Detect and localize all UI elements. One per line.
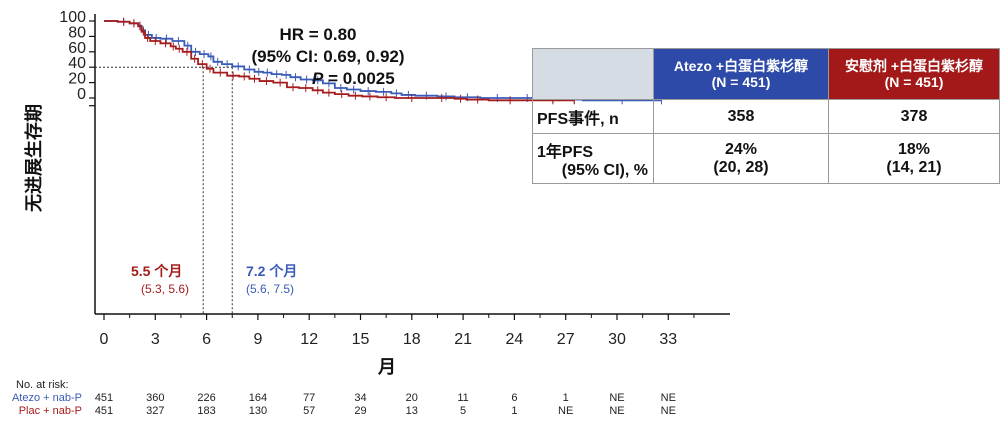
row-1yr-pfs-plac-line1: 18%	[897, 140, 931, 158]
y-tick-label: 80	[68, 24, 86, 41]
atezo-header-line1: Atezo +白蛋白紫杉醇	[673, 58, 809, 74]
risk-atezo-value: 451	[95, 392, 113, 404]
row-1yr-pfs-atezo-line2: (20, 28)	[713, 158, 769, 176]
x-tick-label: 21	[454, 331, 472, 348]
risk-plac-value: NE	[609, 405, 624, 417]
row-1yr-pfs-atezo-line1: 24%	[724, 140, 758, 158]
hr-ci-text: (95% CI: 0.69, 0.92)	[251, 47, 404, 66]
y-tick-label: 20	[68, 71, 86, 88]
risk-plac-value: 1	[511, 405, 517, 417]
x-tick-label: 33	[659, 331, 677, 348]
risk-atezo-value: NE	[609, 392, 624, 404]
risk-atezo-value: 164	[249, 392, 267, 404]
y-tick-label: 0	[77, 86, 86, 103]
row-1yr-pfs-plac: 18% (14, 21)	[828, 133, 1000, 184]
row-1yr-pfs-atezo: 24% (20, 28)	[653, 133, 829, 184]
risk-atezo-value: 34	[354, 392, 366, 404]
table-header-atezo: Atezo +白蛋白紫杉醇 (N = 451)	[653, 48, 829, 100]
y-tick-label: 100	[59, 9, 86, 26]
risk-plac-value: 13	[406, 405, 418, 417]
risk-atezo-value: 1	[563, 392, 569, 404]
row-1yr-pfs-label-line1: 1年PFS	[537, 143, 594, 161]
risk-atezo-value: 11	[457, 392, 468, 404]
p-value-text: P = 0.0025	[312, 69, 395, 88]
plac-header-line2: (N = 451)	[884, 74, 944, 90]
stats-table: Atezo +白蛋白紫杉醇 (N = 451) 安慰剂 +白蛋白紫杉醇 (N =…	[532, 48, 1000, 184]
p-value: = 0.0025	[323, 69, 394, 88]
hr-text: HR = 0.80	[279, 25, 356, 44]
risk-plac-value: 5	[460, 405, 466, 417]
median-atezo-label: 7.2 个月	[246, 263, 297, 279]
risk-plac-value: 183	[197, 405, 215, 417]
atezo-header-line2: (N = 451)	[711, 74, 771, 90]
x-tick-label: 9	[253, 331, 262, 348]
atezo-curve	[104, 20, 662, 102]
x-tick-label: 18	[403, 331, 421, 348]
risk-plac-value: NE	[558, 405, 573, 417]
x-tick-label: 6	[202, 331, 211, 348]
p-label: P	[312, 69, 324, 88]
x-tick-label: 0	[100, 331, 109, 348]
risk-plac-value: 451	[95, 405, 113, 417]
median-atezo-ci: (5.6, 7.5)	[246, 282, 294, 296]
x-tick-label: 15	[352, 331, 370, 348]
table-header-plac: 安慰剂 +白蛋白紫杉醇 (N = 451)	[828, 48, 1000, 100]
risk-atezo-value: 226	[197, 392, 215, 404]
x-tick-label: 30	[608, 331, 626, 348]
risk-atezo-value: 6	[511, 392, 517, 404]
risk-atezo-label: Atezo + nab-P	[12, 392, 82, 404]
risk-plac-value: NE	[661, 405, 676, 417]
risk-plac-value: 130	[249, 405, 267, 417]
risk-plac-label: Plac + nab-P	[19, 405, 82, 417]
risk-atezo-value: NE	[661, 392, 676, 404]
plac-header-line1: 安慰剂 +白蛋白紫杉醇	[844, 58, 984, 74]
risk-atezo-value: 77	[303, 392, 315, 404]
x-tick-label: 24	[506, 331, 524, 348]
risk-title: No. at risk:	[16, 379, 69, 391]
row-pfs-events-label: PFS事件, n	[532, 99, 654, 134]
row-pfs-events-plac: 378	[828, 99, 1000, 134]
y-tick-label: 40	[68, 55, 86, 72]
row-1yr-pfs-plac-line2: (14, 21)	[886, 158, 942, 176]
x-axis-label: 月	[377, 357, 396, 377]
risk-atezo-value: 20	[406, 392, 418, 404]
x-tick-label: 12	[300, 331, 318, 348]
risk-plac-value: 29	[354, 405, 366, 417]
y-axis-label: 无进展生存期	[23, 104, 44, 212]
row-1yr-pfs-label: 1年PFS (95% CI), %	[532, 133, 654, 184]
row-pfs-events-atezo: 358	[653, 99, 829, 134]
table-corner	[532, 48, 654, 100]
y-tick-label: 60	[68, 40, 86, 57]
median-plac-label: 5.5 个月	[131, 263, 182, 279]
x-tick-label: 3	[151, 331, 160, 348]
median-plac-ci: (5.3, 5.6)	[141, 282, 189, 296]
x-tick-label: 27	[557, 331, 575, 348]
risk-plac-value: 57	[303, 405, 315, 417]
risk-plac-value: 327	[146, 405, 164, 417]
risk-atezo-value: 360	[146, 392, 164, 404]
row-1yr-pfs-label-line2: (95% CI), %	[561, 161, 648, 179]
